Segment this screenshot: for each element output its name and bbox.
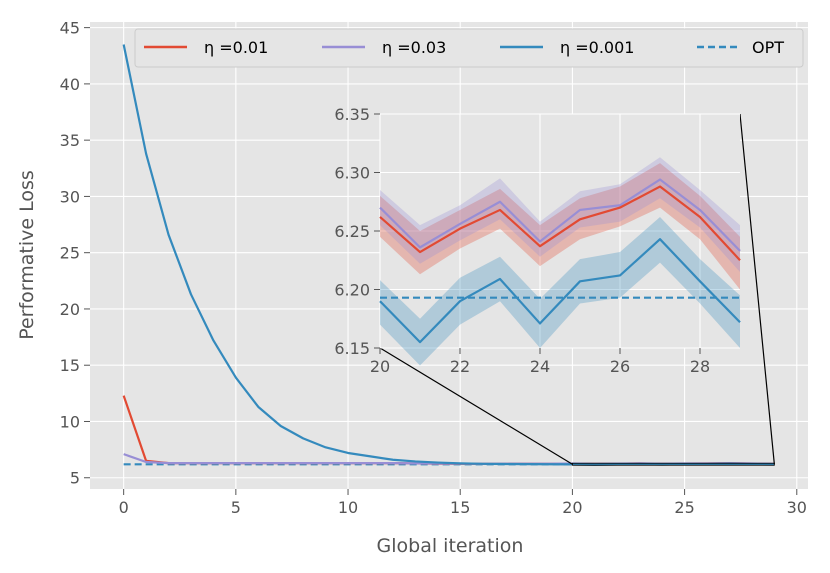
legend-label-eta-0.01: η =0.01 (204, 38, 268, 57)
inset-y-tick-label-6.25: 6.25 (334, 222, 370, 241)
y-axis-label: Performative Loss (16, 170, 38, 340)
inset-y-tick-label-6.30: 6.30 (334, 164, 370, 183)
legend-box (134, 28, 804, 68)
y-tick-label-20: 20 (60, 300, 80, 319)
legend-label-opt: OPT (752, 38, 784, 57)
inset-y-tick-label-6.20: 6.20 (334, 281, 370, 300)
inset-x-tick-label-22: 22 (450, 357, 470, 376)
x-tick-label-30: 30 (787, 498, 807, 517)
y-tick-label-5: 5 (70, 469, 80, 488)
series-line-eta-0.001 (122, 44, 775, 466)
inset-grid (379, 113, 740, 349)
inset-series (379, 178, 741, 344)
zoom-connector-right (739, 113, 775, 465)
y-tick-label-25: 25 (60, 244, 80, 263)
legend-label-eta-0.03: η =0.03 (382, 38, 446, 57)
main-series (122, 44, 775, 466)
x-tick-label-15: 15 (450, 498, 470, 517)
zoom-region-box (572, 462, 775, 466)
main-x-ticks: 0 5 10 15 20 25 30 (119, 489, 807, 517)
inset-x-tick-label-28: 28 (690, 357, 710, 376)
y-tick-label-15: 15 (60, 356, 80, 375)
x-tick-label-20: 20 (562, 498, 582, 517)
inset-series-line-eta-0.01 (379, 185, 741, 261)
main-y-ticks: 5 10 15 20 25 30 35 40 45 (60, 19, 90, 488)
legend: η =0.01 η =0.03 η =0.001 OPT (134, 28, 804, 68)
inset-band-eta-0.001 (380, 216, 740, 366)
y-tick-label-35: 35 (60, 131, 80, 150)
inset-x-ticks: 20 22 24 26 28 (370, 348, 710, 376)
x-tick-label-0: 0 (119, 498, 129, 517)
inset-x-tick-label-24: 24 (530, 357, 550, 376)
inset-y-tick-label-6.35: 6.35 (334, 105, 370, 124)
y-tick-label-45: 45 (60, 19, 80, 38)
x-tick-label-10: 10 (338, 498, 358, 517)
x-tick-label-5: 5 (231, 498, 241, 517)
y-tick-label-30: 30 (60, 187, 80, 206)
inset-x-tick-label-26: 26 (610, 357, 630, 376)
x-tick-label-25: 25 (674, 498, 694, 517)
y-tick-label-10: 10 (60, 412, 80, 431)
zoom-connector-lines (379, 113, 775, 466)
y-tick-label-40: 40 (60, 75, 80, 94)
inset-y-tick-label-6.15: 6.15 (334, 339, 370, 358)
inset-series-line-eta-0.001 (379, 238, 741, 344)
legend-label-eta-0.001: η =0.001 (560, 38, 634, 57)
x-axis-label: Global iteration (377, 535, 524, 557)
zoom-connector-left (379, 347, 573, 465)
inset-y-ticks: 6.15 6.20 6.25 6.30 6.35 (334, 105, 380, 358)
inset-x-tick-label-20: 20 (370, 357, 390, 376)
inset-series-line-eta-0.03 (379, 178, 741, 252)
